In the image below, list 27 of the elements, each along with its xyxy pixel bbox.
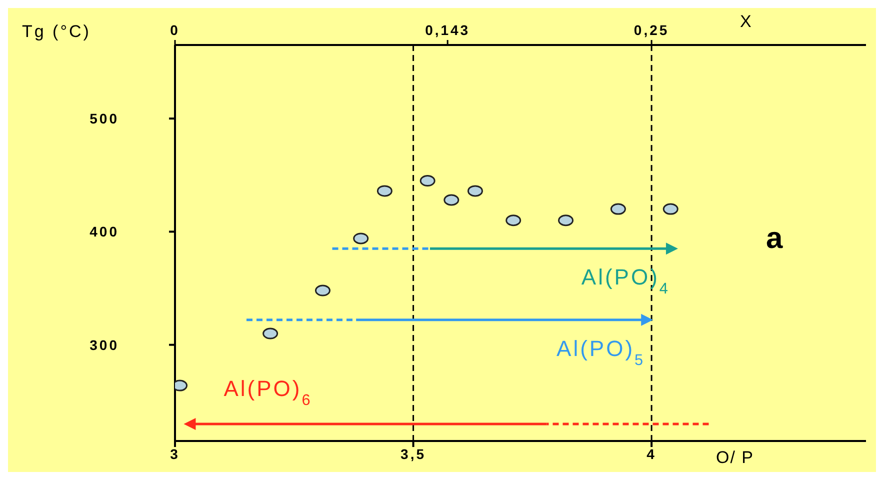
point	[353, 232, 369, 244]
point	[467, 185, 483, 197]
x-tick-label: 3	[170, 446, 180, 462]
point	[662, 203, 678, 215]
x-tick-label: 4	[646, 446, 656, 462]
x2-axis-title: X	[740, 12, 752, 32]
x2-tick-label: 0,25	[634, 22, 670, 38]
x2-tick-label: 0,143	[425, 22, 470, 38]
point	[610, 203, 626, 215]
point	[444, 194, 460, 206]
y-axis-title: Tg (°C)	[22, 22, 91, 42]
y-tick-label: 300	[90, 336, 119, 353]
annotation: Al(PO)$_{5}$	[556, 336, 646, 368]
annotation: Al(PO)$_{6}$	[224, 376, 312, 409]
x-axis-title: O/ P	[716, 448, 754, 468]
point	[262, 328, 278, 340]
y-tick-label: 500	[90, 110, 119, 127]
point	[558, 214, 574, 226]
annotation: Al(PO)$_{4}$	[581, 264, 670, 298]
x2-tick-label: 0	[170, 22, 180, 38]
point	[376, 185, 392, 197]
point	[314, 284, 330, 296]
annotation: a	[766, 222, 783, 256]
x-tick-label: 3,5	[400, 446, 426, 462]
point	[506, 214, 522, 226]
point	[420, 175, 436, 187]
y-tick-label: 400	[90, 224, 119, 240]
